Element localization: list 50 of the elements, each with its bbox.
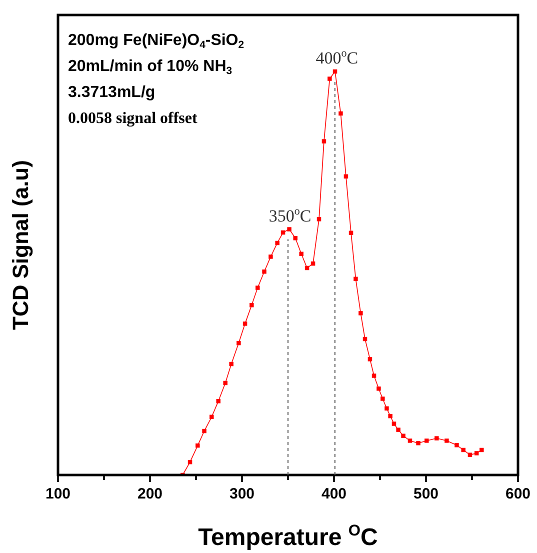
point <box>424 438 429 443</box>
point <box>392 422 396 426</box>
point <box>408 438 412 443</box>
point <box>396 428 400 432</box>
point <box>354 276 358 282</box>
point <box>384 406 389 411</box>
annotation: 0.0058 signal offset <box>68 110 198 127</box>
x-tick-label: 200 <box>137 486 163 503</box>
point <box>268 254 273 259</box>
point <box>368 357 372 362</box>
point <box>287 227 292 232</box>
point <box>216 399 220 404</box>
point <box>210 414 214 420</box>
point <box>262 270 266 274</box>
x-tick-label: 400 <box>321 486 347 503</box>
point <box>401 434 406 438</box>
point <box>293 236 298 240</box>
point <box>202 428 206 434</box>
point <box>358 311 363 316</box>
point <box>242 322 248 326</box>
point <box>416 441 420 446</box>
y-axis-title: TCD Signal (a.u) <box>8 160 33 330</box>
point <box>299 252 304 256</box>
x-tick-label: 300 <box>229 486 255 503</box>
point <box>380 396 385 401</box>
point <box>223 380 228 386</box>
point <box>468 452 472 457</box>
point <box>461 448 466 452</box>
point <box>316 217 322 222</box>
point <box>388 414 392 418</box>
annotation: 3.3713mL/g <box>68 84 156 101</box>
point <box>236 340 241 346</box>
x-tick-label: 100 <box>45 486 71 503</box>
point <box>322 139 326 144</box>
point <box>376 386 381 391</box>
point <box>250 303 254 308</box>
point <box>454 443 459 448</box>
point <box>196 443 200 448</box>
point <box>480 448 484 452</box>
point <box>275 240 280 246</box>
point <box>229 362 234 366</box>
point <box>474 451 479 456</box>
x-tick-label: 500 <box>413 486 439 503</box>
point <box>434 436 439 440</box>
point <box>338 111 343 116</box>
x-tick-label: 600 <box>505 486 531 503</box>
point <box>328 76 332 81</box>
point <box>444 438 449 443</box>
point <box>372 374 376 378</box>
point <box>256 286 260 290</box>
